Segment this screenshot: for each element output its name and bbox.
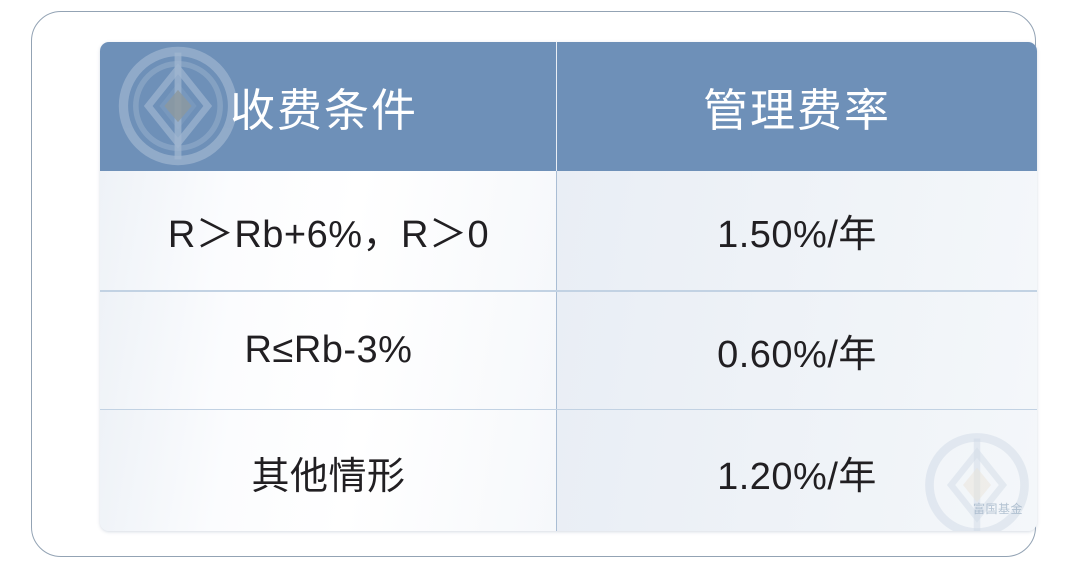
fee-schedule-table: 收费条件 管理费率 R＞Rb+6%，R＞0 1.50%/年 R≤Rb-3% 0.… bbox=[100, 42, 1037, 531]
row-divider bbox=[100, 408, 1037, 411]
cell-condition: R＞Rb+6%，R＞0 bbox=[100, 171, 557, 290]
rate-value: 1.20%/年 bbox=[717, 455, 877, 498]
table-row: R≤Rb-3% 0.60%/年 bbox=[100, 291, 1037, 409]
row-divider bbox=[100, 290, 1037, 292]
cell-condition: 其他情形 bbox=[100, 410, 557, 531]
table-row: R＞Rb+6%，R＞0 1.50%/年 bbox=[100, 171, 1037, 290]
cell-rate: 1.50%/年 bbox=[557, 171, 1037, 290]
column-header-rate-label: 管理费率 bbox=[702, 85, 891, 136]
outer-card: 收费条件 管理费率 R＞Rb+6%，R＞0 1.50%/年 R≤Rb-3% 0.… bbox=[31, 11, 1037, 557]
rate-value: 1.50%/年 bbox=[717, 214, 877, 256]
condition-value: R≤Rb-3% bbox=[244, 328, 413, 371]
table-row: 其他情形 1.20%/年 bbox=[100, 410, 1037, 531]
table-header-row: 收费条件 管理费率 bbox=[100, 42, 1037, 171]
rate-value: 0.60%/年 bbox=[717, 333, 877, 376]
cell-condition: R≤Rb-3% bbox=[100, 291, 557, 409]
column-header-condition-label: 收费条件 bbox=[230, 85, 419, 136]
cell-rate: 0.60%/年 bbox=[557, 291, 1037, 409]
condition-value: R＞Rb+6%，R＞0 bbox=[167, 214, 490, 256]
column-header-condition: 收费条件 bbox=[100, 42, 557, 171]
condition-value: 其他情形 bbox=[251, 455, 406, 498]
column-header-rate: 管理费率 bbox=[557, 42, 1037, 171]
cell-rate: 1.20%/年 bbox=[557, 410, 1037, 531]
